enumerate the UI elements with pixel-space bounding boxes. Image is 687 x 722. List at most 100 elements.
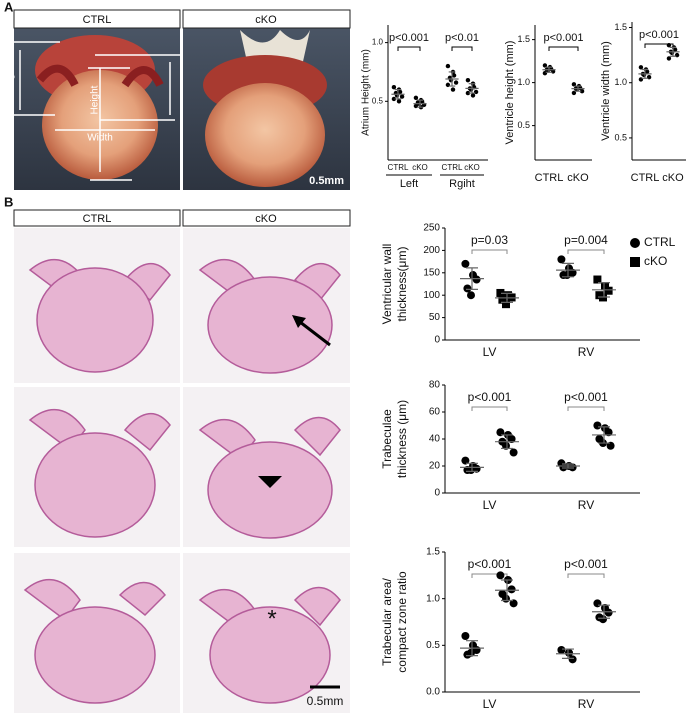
x-tick-label: CTRL — [388, 163, 409, 172]
point — [461, 259, 470, 268]
error-bar — [466, 267, 478, 290]
point — [666, 42, 672, 48]
x-tick-label: LV — [483, 498, 497, 512]
point — [498, 295, 507, 304]
y-axis-label: Ventricular wall — [380, 244, 394, 325]
y-tick-label: 1.0 — [614, 77, 627, 87]
point — [606, 441, 615, 450]
point — [601, 282, 609, 291]
point — [593, 421, 602, 430]
y-tick-label: 1.5 — [614, 22, 627, 32]
annotation: p=0.03 — [471, 233, 508, 247]
error-bar — [468, 83, 476, 94]
point — [453, 80, 459, 85]
panel-label: B — [4, 194, 13, 209]
measure-arrows — [14, 41, 180, 181]
y-axis-label: thickness (μm) — [395, 400, 409, 478]
point — [568, 655, 577, 664]
bracket — [471, 406, 508, 411]
y-tick-label: 100 — [423, 290, 440, 301]
x-tick-label: LV — [483, 345, 497, 359]
point — [496, 288, 505, 297]
point — [396, 99, 402, 104]
header-box — [182, 9, 351, 29]
point — [565, 648, 573, 657]
x-tick-label: CTRL — [442, 163, 463, 172]
point — [507, 585, 516, 594]
error-bar — [641, 68, 649, 79]
point — [467, 291, 475, 300]
point — [666, 56, 672, 61]
x-tick-label: LV — [483, 697, 497, 711]
point — [563, 271, 571, 280]
point — [391, 96, 397, 102]
legend-label: cKO — [644, 254, 667, 268]
point — [467, 648, 475, 657]
annotation: p=0.004 — [564, 233, 608, 247]
y-tick-label: 1.0 — [426, 593, 440, 604]
point — [391, 85, 397, 90]
error-bar — [598, 282, 610, 298]
header-box — [13, 9, 181, 29]
error-bar — [598, 426, 610, 444]
measure-label: Width — [87, 133, 113, 144]
scale-bar-label: 0.5mm — [309, 175, 344, 187]
point — [461, 632, 470, 640]
y-tick-label: 20 — [429, 461, 441, 472]
error-bar — [598, 604, 610, 619]
annotation: p<0.001 — [389, 32, 429, 44]
x-tick-label: CTRL — [631, 172, 660, 184]
group-label: Left — [400, 178, 418, 190]
error-bar — [501, 292, 513, 303]
point — [472, 275, 481, 284]
error-bar — [501, 579, 513, 602]
x-tick-label: RV — [578, 697, 594, 711]
y-axis-label: Ventricle height (mm) — [504, 41, 516, 145]
y-tick-label: 250 — [423, 223, 440, 234]
point — [672, 47, 678, 52]
photo-cko — [183, 28, 350, 190]
point — [413, 95, 419, 100]
y-axis-label: Ventricle width (mm) — [600, 41, 612, 141]
point — [604, 428, 613, 437]
error-bar — [669, 46, 677, 57]
y-axis-label: Atrium Height (mm) — [361, 49, 372, 136]
x-tick-label: cKO — [412, 163, 428, 172]
error-bar — [545, 66, 553, 73]
error-bar — [562, 262, 574, 278]
point — [599, 615, 607, 624]
y-tick-label: 1.0 — [517, 77, 530, 87]
error-bar — [466, 640, 478, 657]
y-tick-label: 1.5 — [517, 34, 530, 44]
x-tick-label: RV — [578, 345, 594, 359]
point — [644, 69, 650, 74]
point — [509, 599, 518, 608]
y-axis-label: compact zone ratio — [395, 571, 409, 673]
y-axis-label: Trabeculae — [380, 409, 394, 469]
y-tick-label: 150 — [423, 267, 440, 278]
header: cKO — [255, 213, 277, 225]
point — [542, 63, 548, 68]
y-axis-label: Trabecular area/ — [380, 578, 394, 666]
point — [467, 466, 475, 475]
point — [502, 300, 510, 309]
point — [470, 93, 476, 98]
point — [502, 594, 510, 603]
point — [496, 571, 505, 580]
x-tick-label: cKO — [567, 172, 589, 184]
annotation: p<0.001 — [468, 390, 512, 404]
bracket — [567, 249, 605, 254]
point — [559, 463, 568, 472]
bracket — [451, 46, 473, 51]
header: CTRL — [83, 14, 112, 26]
y-tick-label: 1.0 — [372, 38, 384, 47]
bracket — [471, 249, 508, 254]
point — [399, 94, 405, 99]
error-bar — [562, 463, 574, 469]
point — [557, 646, 566, 654]
point — [461, 456, 470, 465]
legend-marker — [630, 257, 640, 267]
x-tick-label: CTRL — [535, 172, 564, 184]
y-tick-label: 40 — [429, 434, 441, 445]
